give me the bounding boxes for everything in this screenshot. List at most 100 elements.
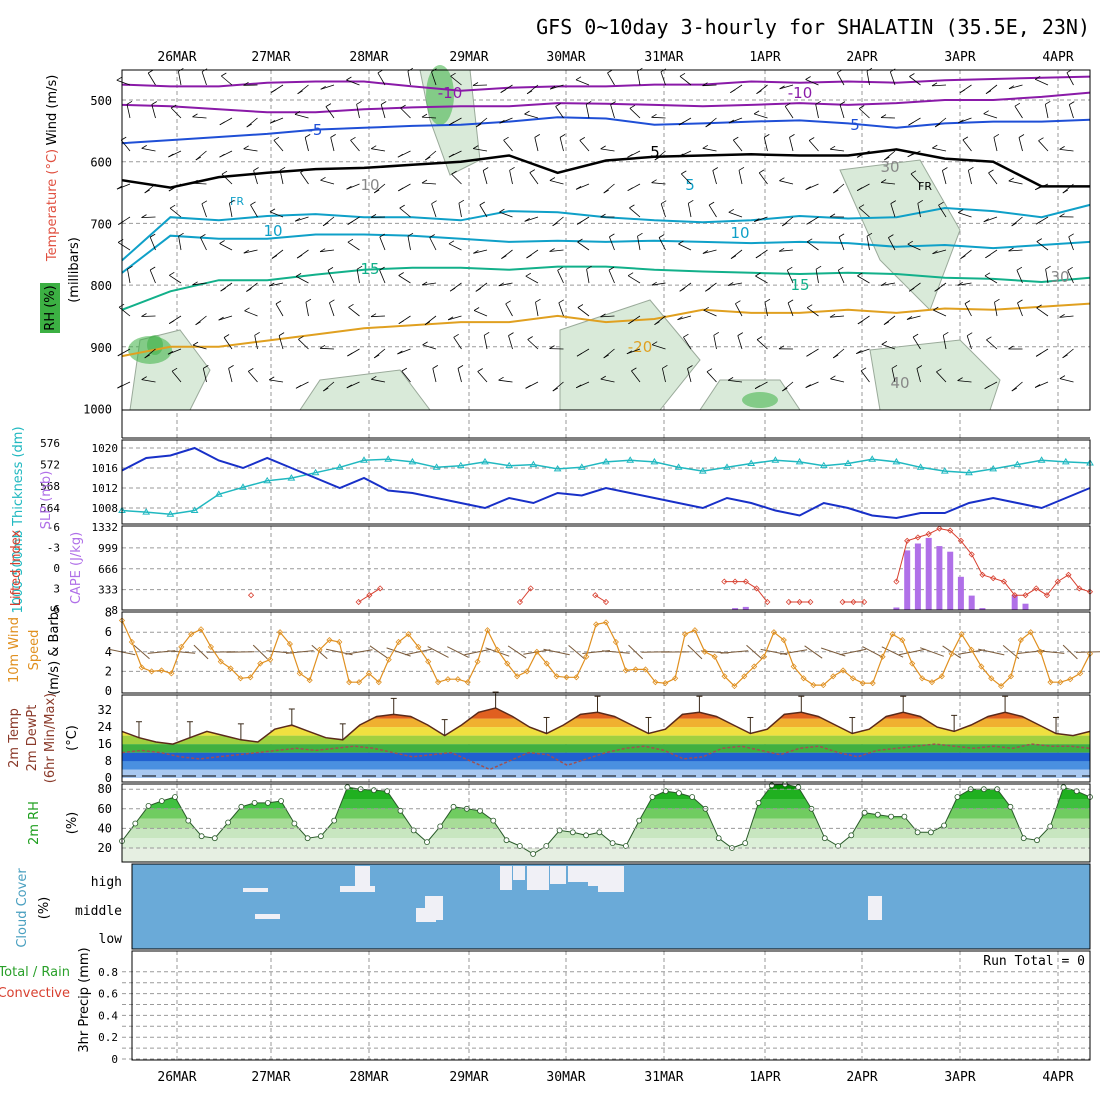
wind-speed-marker (622, 667, 629, 674)
rh-marker (291, 820, 298, 827)
wind-barb (602, 650, 630, 654)
lifted-index-marker (807, 598, 814, 606)
wind-barb-flag (833, 189, 839, 194)
wind-speed-marker (355, 679, 363, 686)
wind-tick-label: 6 (105, 625, 112, 639)
ylabel-rh: RH (%) (43, 285, 58, 330)
wind-barb-flag (527, 336, 533, 340)
wind-barb-flag (857, 272, 863, 277)
wind-barb (577, 241, 590, 251)
wind-barb-flag (373, 354, 380, 359)
wind-barb (728, 211, 743, 218)
thickness-marker (335, 463, 344, 470)
wind-barb (890, 203, 896, 218)
wind-barb (660, 71, 666, 86)
date-label-bottom: 29MAR (449, 1070, 488, 1085)
wind-barb (421, 182, 437, 185)
wind-speed-marker (968, 646, 975, 653)
wind-barb (983, 113, 998, 119)
wind-barb (909, 76, 921, 86)
wind-speed-marker (444, 676, 452, 683)
rh-marker (424, 839, 430, 845)
wind-barb-flag (401, 367, 408, 372)
wind-barb-flag (168, 187, 175, 192)
wind-barb-flag (116, 76, 123, 81)
wind-barb (558, 302, 564, 317)
wind-barb-flag (448, 153, 455, 158)
rh-high-area (147, 335, 163, 355)
wind-barb (305, 302, 309, 317)
wind-barb (250, 204, 258, 218)
wind-barb (192, 116, 207, 119)
precip-tick-label: 0.4 (98, 1009, 118, 1022)
wind-barb (881, 282, 896, 286)
wind-barb-flag (525, 385, 531, 389)
precip-tick-label: 0 (111, 1053, 118, 1066)
thickness-marker (626, 456, 635, 463)
wind-barb-flag (713, 331, 720, 336)
wind-barb-flag (144, 189, 150, 194)
lifted-index-marker (914, 534, 921, 541)
temp-tick-label: 16 (98, 737, 112, 751)
wind-barb-flag (787, 299, 794, 304)
contour-label: FR (918, 180, 932, 193)
wind-barb (201, 203, 207, 218)
wind-barb-flag (524, 110, 530, 115)
wind-speed-marker (237, 675, 244, 682)
ylabel-2m-rh: 2m RH (27, 801, 42, 845)
wind-barb (608, 269, 615, 284)
wind-barb (320, 84, 335, 90)
wind-barb-flag (838, 233, 845, 238)
wind-barb (1018, 137, 1023, 152)
wind-barb-flag (552, 222, 558, 227)
wind-barb-flag (450, 72, 456, 77)
rh-marker (251, 800, 258, 806)
wind-barb (192, 344, 207, 350)
wind-barb-flag (600, 213, 606, 218)
wind-speed-marker (928, 679, 936, 686)
wind-barb (830, 378, 845, 383)
wind-barb (720, 650, 749, 654)
rh-marker (636, 817, 643, 824)
pressure-tick-label: 1000 (83, 403, 112, 417)
wind-speed-marker (672, 675, 679, 682)
wind-barb (1036, 307, 1049, 317)
pressure-tick-label: 900 (90, 341, 112, 355)
wind-speed-marker (751, 663, 758, 670)
wind-barb-flag (1036, 238, 1043, 242)
cape-tick-label: 666 (98, 563, 118, 576)
wind-barb (627, 275, 641, 284)
wind-barb (407, 71, 411, 86)
wind-barb-flag (654, 156, 661, 161)
wind-barb-flag (784, 102, 791, 107)
wind-barb-flag (397, 153, 404, 158)
wind-barb (860, 370, 870, 383)
wind-barb-flag (829, 313, 836, 318)
slp-tick-label: 1016 (92, 462, 119, 475)
wind-barb-flag (144, 354, 150, 359)
wind-barb-flag (244, 307, 250, 312)
contour-label: 30 (880, 158, 899, 176)
wind-speed-marker (158, 667, 165, 674)
wind-barb (577, 307, 590, 317)
date-label-top: 27MAR (251, 50, 290, 65)
wind-barb-flag (651, 341, 658, 346)
rh-base (122, 848, 1090, 862)
wind-barb-flag (805, 384, 811, 388)
wind-barb-flag (323, 387, 329, 392)
rh-marker (861, 809, 868, 816)
wind-barb-flag (1059, 314, 1065, 318)
ylabel-lifted-index: Lifted Index (9, 529, 24, 606)
wind-barb (448, 243, 462, 251)
wind-barb-flag (932, 250, 938, 255)
wind-barb (371, 148, 386, 152)
ylabel-millibars: (millibars) (67, 237, 82, 303)
wind-barb-flag (447, 316, 454, 321)
wind-barb (804, 645, 823, 659)
lifted-index-marker (516, 598, 524, 606)
wind-barb (728, 117, 743, 124)
wind-barb-flag (557, 266, 563, 271)
rh-marker (914, 829, 921, 836)
thickness-marker (577, 463, 586, 470)
wind-barb-flag (957, 281, 963, 286)
